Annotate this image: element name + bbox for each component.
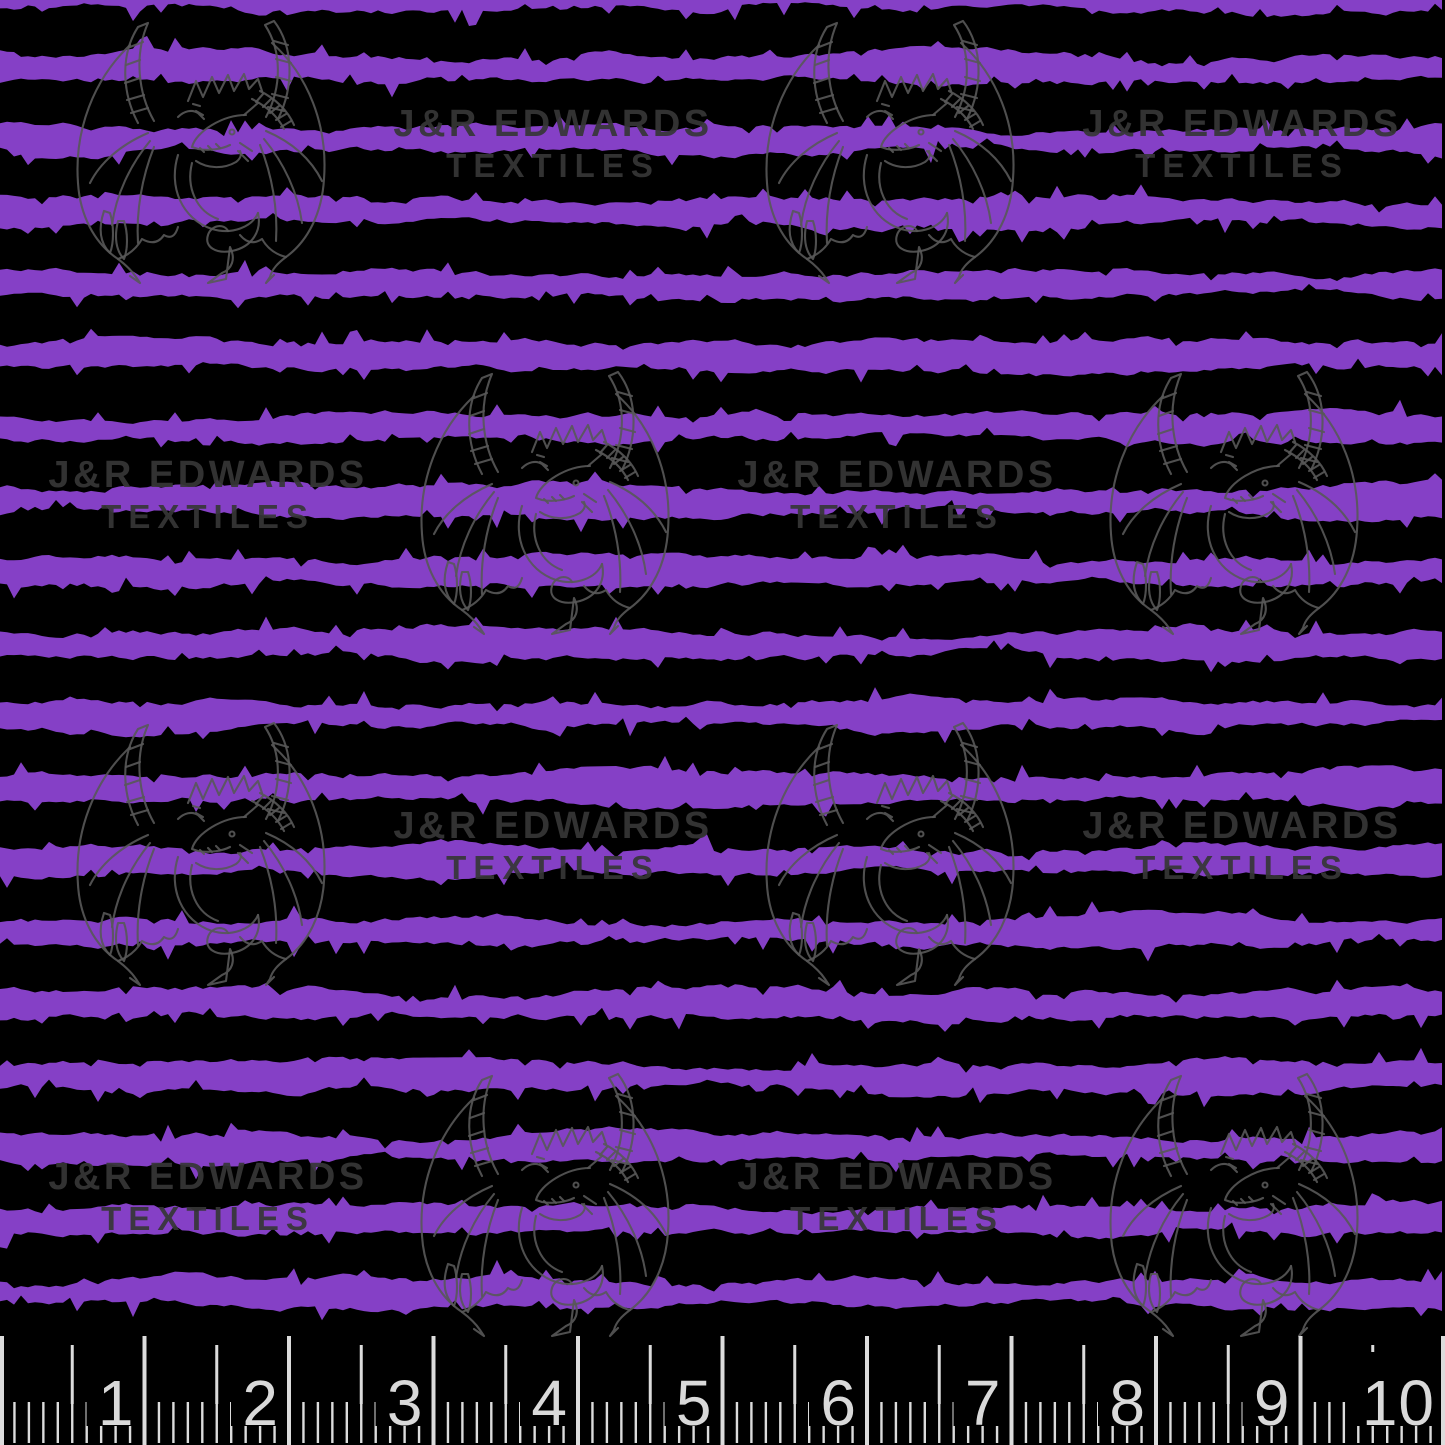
watermark-text: J&R EDWARDS TEXTILES [393, 804, 712, 888]
watermark-sub-label: TEXTILES [790, 497, 1004, 535]
ruler-number: 8 [1109, 1367, 1146, 1439]
watermark-brand-label: J&R EDWARDS [1082, 805, 1402, 848]
watermark-text: J&R EDWARDS TEXTILES [737, 1155, 1056, 1239]
ruler-number-backing [809, 1352, 857, 1426]
ruler-number-backing [86, 1352, 135, 1426]
watermark-text: J&R EDWARDS TEXTILES [48, 1155, 367, 1239]
ruler-number-backing [1351, 1352, 1435, 1426]
watermark-sub-label: TEXTILES [1135, 848, 1349, 886]
watermark-text: J&R EDWARDS TEXTILES [1082, 102, 1401, 186]
watermark-brand-label: J&R EDWARDS [48, 1156, 368, 1199]
watermark-brand-label: J&R EDWARDS [737, 454, 1057, 497]
ruler-number: 3 [387, 1367, 424, 1439]
ruler-number-backing [1242, 1352, 1291, 1426]
watermark-text: J&R EDWARDS TEXTILES [48, 453, 367, 537]
ruler-number: 5 [676, 1367, 713, 1439]
ruler-number: 10 [1362, 1367, 1435, 1439]
watermark-brand-label: J&R EDWARDS [393, 805, 713, 848]
watermark-text: J&R EDWARDS TEXTILES [393, 102, 712, 186]
watermark-sub-label: TEXTILES [101, 1199, 315, 1237]
ruler-number-backing [953, 1352, 1002, 1426]
ruler-number: 7 [965, 1367, 1002, 1439]
ruler-number: 1 [98, 1367, 135, 1439]
ruler-number-backing [520, 1352, 568, 1426]
watermark-sub-label: TEXTILES [790, 1199, 1004, 1237]
watermark-text: J&R EDWARDS TEXTILES [1082, 804, 1401, 888]
ruler-number-backing [375, 1352, 424, 1426]
ruler-number: 2 [242, 1367, 279, 1439]
watermark-sub-label: TEXTILES [446, 146, 660, 184]
watermark-text: J&R EDWARDS TEXTILES [737, 453, 1056, 537]
watermark-sub-label: TEXTILES [446, 848, 660, 886]
ruler-number: 9 [1254, 1367, 1291, 1439]
ruler-number-backing [664, 1352, 713, 1426]
watermark-sub-label: TEXTILES [1135, 146, 1349, 184]
ruler-number-backing [231, 1352, 279, 1426]
ruler-number: 6 [820, 1367, 857, 1439]
ruler-number-backing [1098, 1352, 1146, 1426]
watermark-sub-label: TEXTILES [101, 497, 315, 535]
watermark-brand-label: J&R EDWARDS [48, 454, 368, 497]
watermark-brand-label: J&R EDWARDS [737, 1156, 1057, 1199]
ruler-number: 4 [531, 1367, 568, 1439]
grunge-stripe [0, 0, 1442, 1321]
watermark-brand-label: J&R EDWARDS [1082, 103, 1402, 146]
watermark-brand-label: J&R EDWARDS [393, 103, 713, 146]
